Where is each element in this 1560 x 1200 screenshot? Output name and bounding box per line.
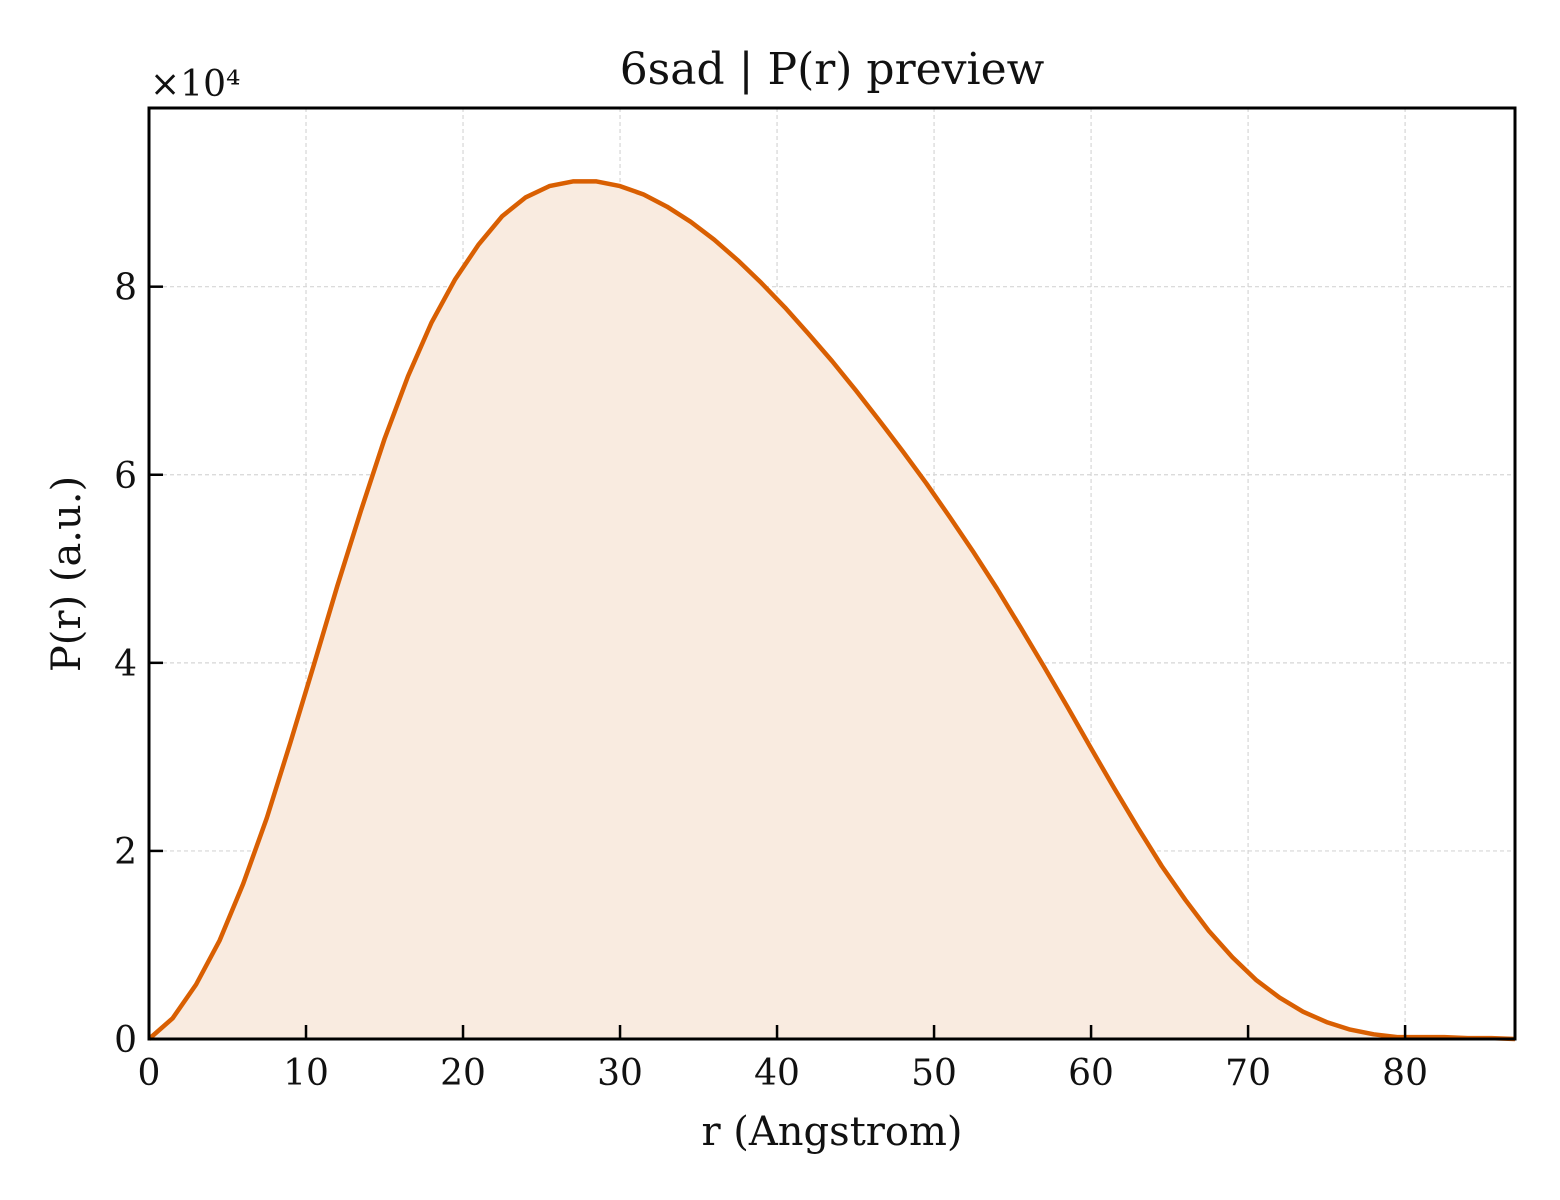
- x-tick-label: 10: [283, 1053, 329, 1094]
- x-tick-label: 0: [138, 1053, 161, 1094]
- y-axis-label: P(r) (a.u.): [44, 476, 90, 672]
- pr-line: [147, 179, 1516, 1042]
- y-tick-label: 6: [114, 456, 137, 497]
- pr-area-fill: [149, 181, 1515, 1039]
- y-axis-multiplier: ×10⁴: [150, 64, 240, 105]
- x-axis-label: r (Angstrom): [701, 1109, 962, 1155]
- x-tick-label: 60: [1068, 1053, 1114, 1094]
- plot-frame: [147, 106, 1517, 1041]
- x-tick-label: 20: [440, 1053, 486, 1094]
- y-tick-label: 8: [114, 268, 137, 309]
- y-tick-label: 0: [114, 1020, 137, 1061]
- x-tick-label: 50: [911, 1053, 957, 1094]
- chart-title: 6sad | P(r) preview: [620, 44, 1045, 95]
- y-tick-label: 2: [114, 832, 137, 873]
- y-tick-label: 4: [114, 644, 137, 685]
- x-tick-label: 30: [597, 1053, 643, 1094]
- x-tick-label: 80: [1382, 1053, 1428, 1094]
- axis-ticks: 0 10 20 30 40 50 60 70 80 0 2 4 6 8: [114, 268, 1428, 1094]
- x-tick-label: 70: [1225, 1053, 1271, 1094]
- x-tick-label: 40: [754, 1053, 800, 1094]
